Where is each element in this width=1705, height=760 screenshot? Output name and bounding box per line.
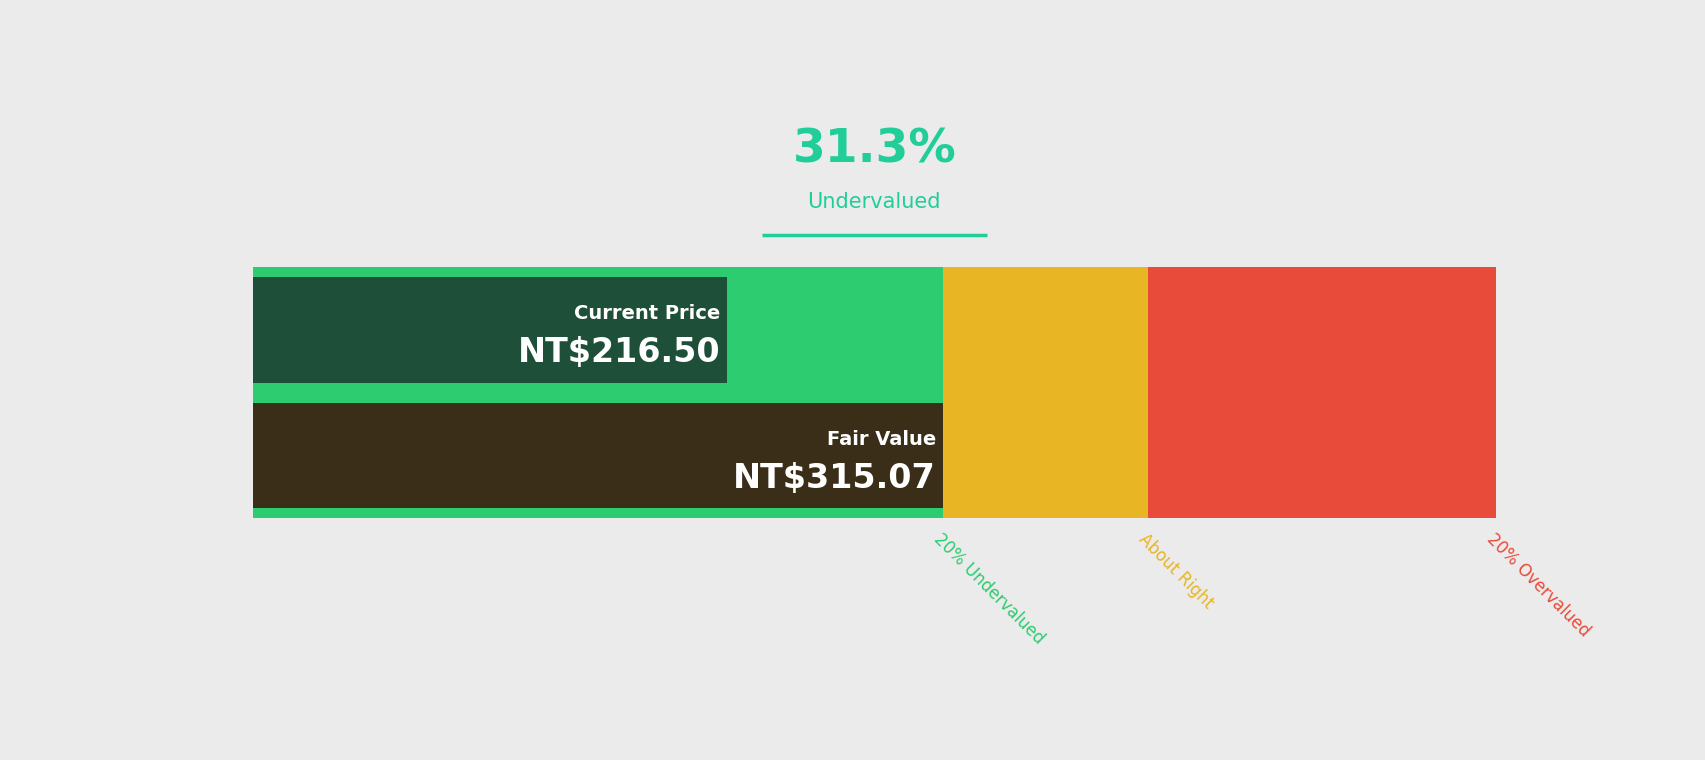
Text: Fair Value: Fair Value — [827, 430, 936, 449]
Text: About Right: About Right — [1134, 530, 1216, 612]
Bar — [943, 267, 1147, 518]
Text: Undervalued: Undervalued — [806, 192, 941, 212]
Text: 31.3%: 31.3% — [793, 127, 955, 173]
Text: Current Price: Current Price — [573, 304, 720, 323]
Bar — [1147, 267, 1495, 518]
Bar — [252, 403, 943, 508]
Bar — [252, 267, 943, 518]
Text: NT$216.50: NT$216.50 — [517, 337, 720, 369]
Text: 20% Undervalued: 20% Undervalued — [929, 530, 1047, 648]
Text: NT$315.07: NT$315.07 — [733, 462, 936, 496]
Bar — [252, 277, 726, 382]
Text: 20% Overvalued: 20% Overvalued — [1482, 530, 1592, 641]
